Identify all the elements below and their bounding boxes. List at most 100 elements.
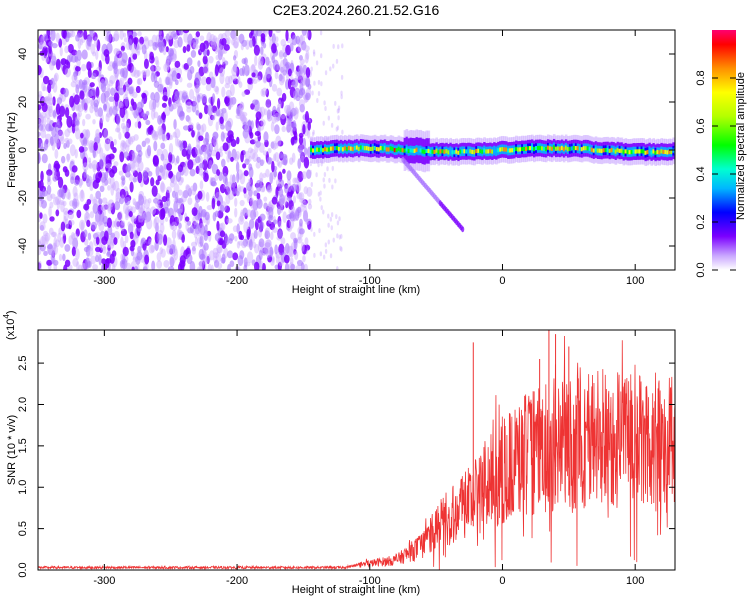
noise-speckle [151,129,157,139]
noise-speckle [157,175,162,182]
noise-speckle [202,66,209,74]
signal-band-cell [445,149,449,154]
noise-speckle [162,95,168,102]
noise-speckle [95,49,99,61]
noise-speckle [265,168,270,178]
noise-speckle [219,67,226,77]
noise-speckle [83,102,88,113]
noise-speckle [93,196,97,205]
snr-data [38,330,675,570]
noise-speckle [271,196,278,205]
noise-speckle [152,209,156,217]
noise-speckle [143,36,149,42]
noise-speckle [105,154,112,166]
noise-speckle [317,162,320,168]
noise-speckle [67,43,74,54]
noise-speckle [87,68,92,79]
spectrogram-x-label: Height of straight line (km) [292,284,420,296]
noise-speckle [191,246,196,252]
noise-speckle [225,89,232,98]
noise-speckle [70,176,75,185]
noise-speckle [113,237,118,245]
noise-speckle [46,259,53,266]
noise-speckle [132,154,137,164]
noise-speckle [337,105,341,111]
signal-band-cell [399,147,403,152]
signal-band-cell [329,146,333,151]
noise-speckle [146,217,153,230]
noise-speckle [199,235,204,247]
noise-speckle [74,102,81,112]
snr-panel: -300 -200 -100 0 100 0.00.51.01.52.02.5 (x10… [2,310,676,596]
noise-speckle [260,88,264,97]
noise-speckle [216,169,221,177]
noise-speckle [117,211,122,221]
noise-speckle [231,65,238,77]
noise-speckle [100,243,106,251]
noise-speckle [101,236,108,245]
colorbar-label: Normalized spectral amplitude [735,72,747,220]
noise-speckle [150,92,156,101]
noise-speckle [126,163,132,172]
noise-speckle [167,47,175,57]
noise-speckle [169,256,175,268]
signal-band-cell [355,145,359,150]
noise-speckle [69,144,76,157]
noise-speckle [161,153,165,162]
colorbar-tick-label: 0.0 [695,262,707,277]
noise-speckle [202,259,208,265]
signal-band-cell [521,146,524,152]
noise-speckle [152,41,158,51]
signal-band-cell [511,148,514,153]
signal-band-cell [461,149,464,154]
noise-speckle [72,185,78,198]
noise-speckle [241,241,247,249]
noise-speckle [56,198,61,210]
noise-speckle [64,169,70,177]
noise-speckle [288,101,295,112]
signal-band-cell [314,148,317,153]
noise-speckle [86,219,91,228]
noise-speckle [279,152,283,159]
noise-speckle [63,207,69,215]
noise-speckle [313,252,316,258]
signal-band-cell [568,146,572,151]
noise-speckle [48,40,54,47]
noise-speckle [340,74,344,80]
noise-speckle [38,139,44,150]
noise-speckle [336,220,340,226]
noise-speckle [171,229,177,240]
noise-speckle [159,182,166,193]
noise-speckle [336,266,339,270]
noise-speckle [341,129,344,135]
noise-speckle [174,60,181,68]
noise-speckle [40,128,47,139]
noise-speckle [139,205,144,215]
signal-band-cell [590,147,594,152]
spectrogram-x-tick-label: 0 [499,275,505,287]
noise-speckle [206,254,211,264]
noise-speckle [238,34,245,42]
noise-speckle [89,30,94,36]
noise-speckle [284,262,290,270]
noise-speckle [253,229,258,240]
noise-speckle [171,103,178,110]
noise-speckle [208,56,214,64]
noise-speckle [147,198,152,204]
noise-speckle [209,33,216,46]
noise-speckle [121,52,128,64]
noise-speckle [118,79,123,89]
noise-speckle [234,207,238,218]
noise-speckle [47,174,51,183]
noise-speckle [235,187,240,195]
noise-speckle [205,191,210,202]
noise-speckle [110,184,115,196]
signal-band-cell [614,149,618,154]
noise-speckle [94,231,101,238]
noise-speckle [327,239,330,245]
noise-speckle [265,100,272,108]
noise-speckle [71,30,76,38]
noise-speckle [286,120,293,131]
noise-speckle [56,97,63,105]
noise-speckle [182,189,189,199]
